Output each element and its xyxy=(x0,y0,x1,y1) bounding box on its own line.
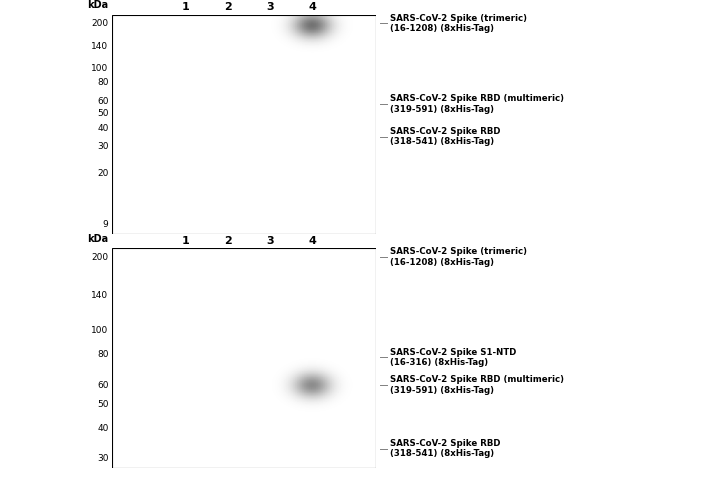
Text: SARS-CoV-2 Spike RBD
(318-541) (8xHis-Tag): SARS-CoV-2 Spike RBD (318-541) (8xHis-Ta… xyxy=(390,127,501,147)
Text: 60: 60 xyxy=(97,97,108,106)
Text: 50: 50 xyxy=(97,400,108,409)
Text: 100: 100 xyxy=(91,326,108,336)
Text: 80: 80 xyxy=(97,350,108,359)
Text: 30: 30 xyxy=(97,142,108,151)
Text: 40: 40 xyxy=(97,424,108,432)
Text: 140: 140 xyxy=(91,291,108,300)
Text: 3: 3 xyxy=(267,236,274,246)
Text: 1: 1 xyxy=(182,236,190,246)
Text: SARS-CoV-2 Spike (trimeric)
(16-1208) (8xHis-Tag): SARS-CoV-2 Spike (trimeric) (16-1208) (8… xyxy=(390,14,527,33)
Text: 2: 2 xyxy=(224,2,232,12)
Text: kDa: kDa xyxy=(87,0,108,10)
Text: 1: 1 xyxy=(182,2,190,12)
Text: SARS-CoV-2 Spike RBD (multimeric)
(319-591) (8xHis-Tag): SARS-CoV-2 Spike RBD (multimeric) (319-5… xyxy=(390,375,565,395)
Text: SARS-CoV-2 Spike S1-NTD
(16-316) (8xHis-Tag): SARS-CoV-2 Spike S1-NTD (16-316) (8xHis-… xyxy=(390,348,517,367)
Text: 2: 2 xyxy=(224,236,232,246)
Text: 140: 140 xyxy=(91,42,108,51)
Text: 50: 50 xyxy=(97,109,108,118)
Text: 40: 40 xyxy=(97,124,108,132)
Text: SARS-CoV-2 Spike (trimeric)
(16-1208) (8xHis-Tag): SARS-CoV-2 Spike (trimeric) (16-1208) (8… xyxy=(390,247,527,267)
Text: SARS-CoV-2 Spike RBD
(318-541) (8xHis-Tag): SARS-CoV-2 Spike RBD (318-541) (8xHis-Ta… xyxy=(390,439,501,458)
Text: kDa: kDa xyxy=(87,233,108,244)
Text: 100: 100 xyxy=(91,64,108,73)
Text: 4: 4 xyxy=(309,2,317,12)
Text: 80: 80 xyxy=(97,78,108,88)
Text: 9: 9 xyxy=(103,221,108,229)
Text: 200: 200 xyxy=(91,253,108,262)
Text: 3: 3 xyxy=(267,2,274,12)
Text: 30: 30 xyxy=(97,454,108,463)
Text: 4: 4 xyxy=(309,236,317,246)
Text: 60: 60 xyxy=(97,380,108,390)
Text: 20: 20 xyxy=(97,169,108,178)
Text: 200: 200 xyxy=(91,19,108,28)
Text: SARS-CoV-2 Spike RBD (multimeric)
(319-591) (8xHis-Tag): SARS-CoV-2 Spike RBD (multimeric) (319-5… xyxy=(390,94,565,113)
